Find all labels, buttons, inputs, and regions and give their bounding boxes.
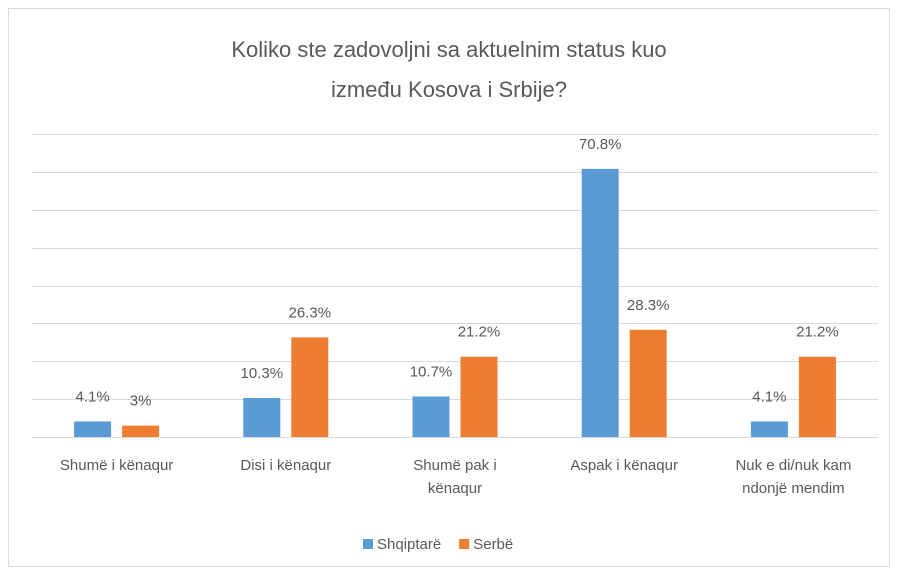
legend-label: Shqiptarë bbox=[377, 536, 441, 553]
x-tick-label: Shumë i kënaqur bbox=[59, 457, 174, 474]
bar bbox=[291, 337, 329, 437]
data-label: 21.2% bbox=[458, 324, 501, 341]
bar bbox=[798, 356, 836, 437]
bar bbox=[122, 425, 160, 437]
bar bbox=[581, 168, 619, 437]
x-tick-label: Aspak i kënaqur bbox=[570, 457, 678, 474]
chart-border bbox=[8, 8, 890, 567]
data-label: 4.1% bbox=[75, 388, 109, 405]
bar bbox=[750, 421, 788, 437]
legend-swatch bbox=[363, 539, 373, 549]
bar bbox=[243, 397, 281, 437]
data-label: 10.7% bbox=[410, 363, 453, 380]
data-label: 4.1% bbox=[752, 388, 786, 405]
legend-label: Serbë bbox=[473, 536, 513, 553]
data-label: 70.8% bbox=[579, 136, 622, 153]
bar bbox=[74, 421, 112, 437]
bar bbox=[460, 356, 498, 437]
x-tick-label: Nuk e di/nuk kam ndonjë mendim bbox=[735, 457, 852, 497]
data-label: 3% bbox=[130, 393, 152, 410]
data-label: 10.3% bbox=[241, 365, 284, 382]
bar bbox=[629, 329, 667, 437]
bar bbox=[412, 396, 450, 437]
x-tick-label: Disi i kënaqur bbox=[240, 457, 332, 474]
chart-title: Koliko ste zadovoljni sa aktuelnim statu… bbox=[231, 37, 667, 102]
data-label: 28.3% bbox=[627, 297, 670, 314]
data-label: 21.2% bbox=[796, 324, 839, 341]
x-tick-label: Shumë pak i kënaqur bbox=[413, 457, 497, 497]
data-label: 26.3% bbox=[289, 304, 332, 321]
legend-swatch bbox=[459, 539, 470, 549]
